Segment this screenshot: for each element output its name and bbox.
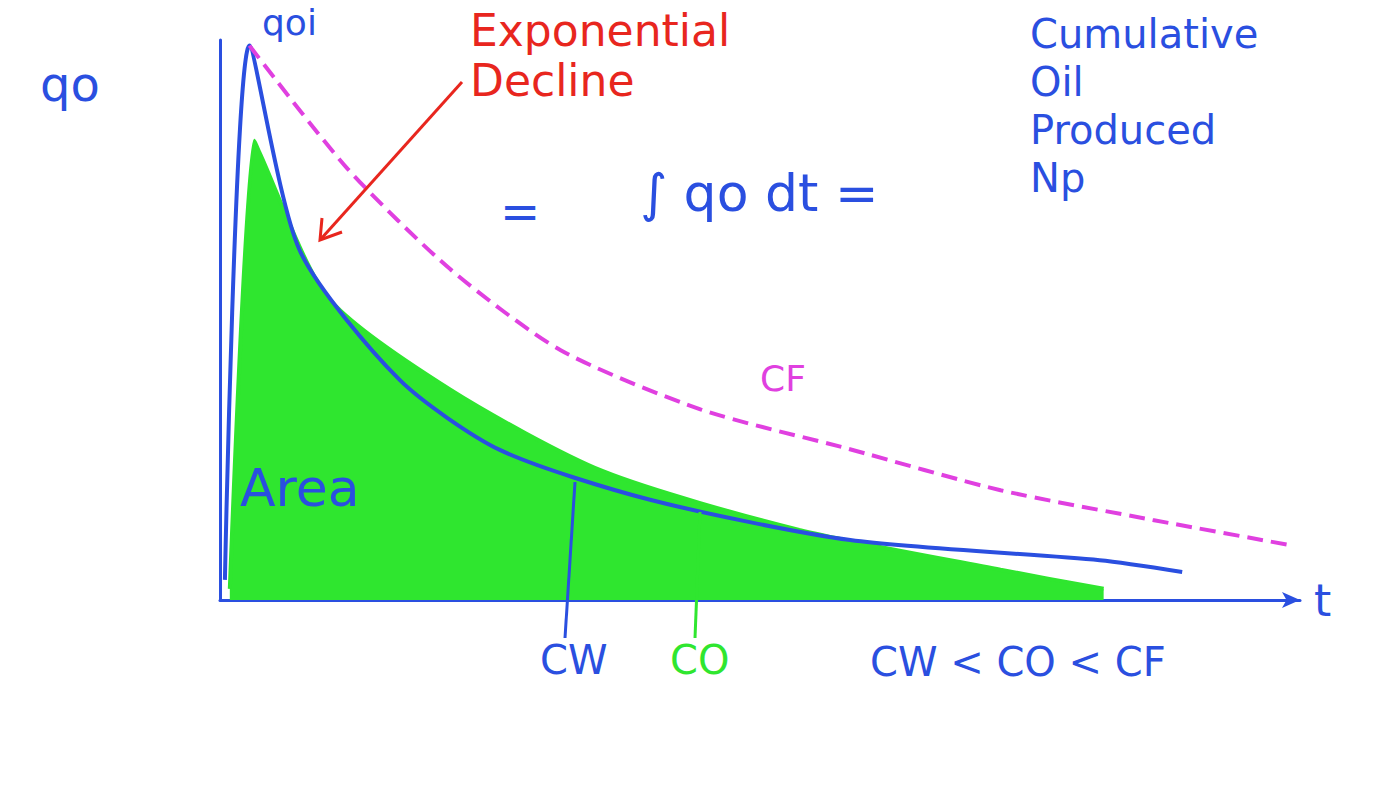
svg-text:CW: CW xyxy=(540,637,607,683)
svg-text:CF: CF xyxy=(760,358,806,399)
svg-text:t: t xyxy=(1314,575,1331,626)
svg-text:Oil: Oil xyxy=(1030,59,1084,105)
svg-text:Exponential: Exponential xyxy=(470,5,730,56)
svg-text:Np: Np xyxy=(1030,155,1085,201)
svg-text:qo: qo xyxy=(40,56,100,112)
svg-text:Cumulative: Cumulative xyxy=(1030,11,1258,57)
svg-text:qoi: qoi xyxy=(262,2,317,43)
svg-text:Area: Area xyxy=(240,458,360,518)
svg-text:CO: CO xyxy=(670,637,729,683)
svg-text:Decline: Decline xyxy=(470,55,635,106)
svg-text:CW < CO < CF: CW < CO < CF xyxy=(870,639,1166,685)
svg-text:=: = xyxy=(500,183,540,239)
svg-text:∫ qo dt =: ∫ qo dt = xyxy=(640,163,878,223)
svg-text:Produced: Produced xyxy=(1030,107,1216,153)
